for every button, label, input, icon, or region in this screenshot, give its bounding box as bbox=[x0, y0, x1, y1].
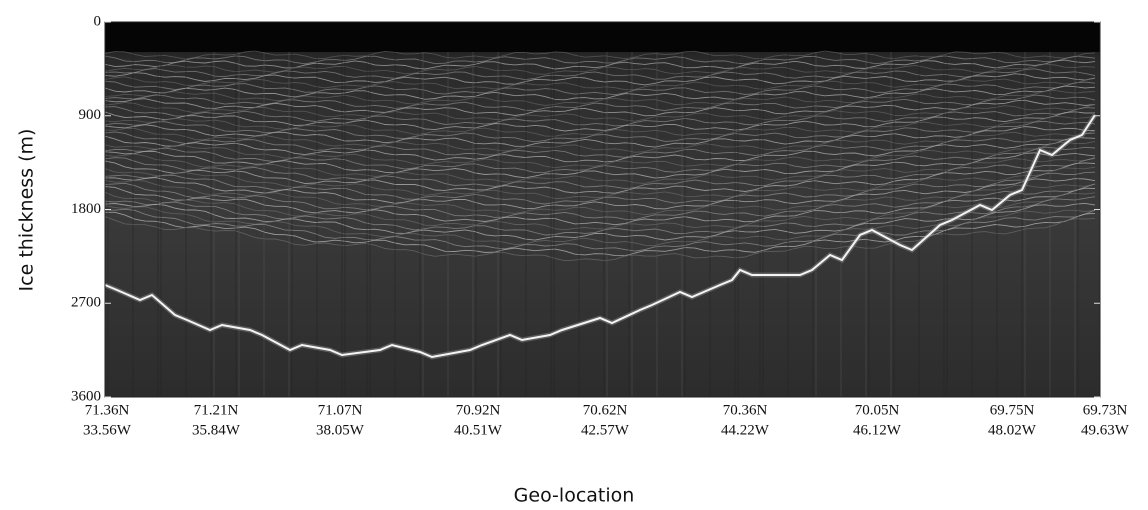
y-axis-title: Ice thickness (m) bbox=[16, 129, 38, 292]
x-axis-title: Geo-location bbox=[514, 485, 635, 507]
x-tick-label: 71.07N bbox=[318, 402, 363, 418]
x-tick-label: 40.51W bbox=[454, 422, 503, 438]
y-tick-label: 900 bbox=[79, 107, 102, 123]
y-tick-label: 1800 bbox=[71, 201, 101, 217]
internal-layer bbox=[104, 157, 1096, 190]
internal-layer bbox=[104, 131, 1096, 158]
internal-layer bbox=[104, 128, 1096, 153]
internal-layer bbox=[104, 177, 1096, 210]
internal-layer bbox=[104, 171, 1096, 205]
internal-layer bbox=[104, 205, 1096, 246]
x-tick-label: 69.73N bbox=[1083, 402, 1128, 418]
y-tick-label: 3600 bbox=[71, 388, 101, 404]
internal-layer bbox=[104, 179, 1096, 216]
x-tick-label: 46.12W bbox=[853, 422, 902, 438]
internal-layer bbox=[104, 94, 1096, 112]
y-tick-label: 2700 bbox=[71, 295, 101, 311]
x-tick-label: 71.21N bbox=[194, 402, 239, 418]
x-tick-label: 33.56W bbox=[83, 422, 132, 438]
internal-layer bbox=[104, 124, 1096, 148]
x-tick-label: 70.05N bbox=[855, 402, 900, 418]
internal-layer bbox=[104, 101, 1096, 122]
echogram bbox=[104, 22, 1100, 397]
echogram-background bbox=[105, 22, 1100, 397]
internal-layer bbox=[104, 55, 1096, 65]
internal-layer bbox=[104, 135, 1096, 163]
internal-layer bbox=[104, 111, 1096, 132]
x-tick-label: 70.62N bbox=[583, 402, 628, 418]
internal-layer bbox=[104, 72, 1096, 86]
x-tick-label: 42.57W bbox=[581, 422, 630, 438]
internal-layer bbox=[104, 182, 1096, 221]
internal-layer bbox=[104, 196, 1096, 236]
y-tick-label: 0 bbox=[94, 13, 102, 29]
internal-layer bbox=[104, 120, 1096, 143]
internal-layer bbox=[104, 166, 1096, 199]
internal-layer bbox=[104, 80, 1096, 96]
x-tick-label: 71.36N bbox=[85, 402, 130, 418]
internal-layer bbox=[104, 141, 1096, 169]
internal-layer bbox=[104, 115, 1096, 137]
x-tick-label: 35.84W bbox=[192, 422, 241, 438]
internal-layer bbox=[104, 76, 1096, 91]
x-tick-label: 44.22W bbox=[721, 422, 770, 438]
bed-reflection bbox=[104, 114, 1096, 359]
internal-layer bbox=[104, 89, 1096, 106]
x-tick-label: 70.92N bbox=[456, 402, 501, 418]
x-tick-label: 48.02W bbox=[988, 422, 1037, 438]
internal-layer bbox=[104, 59, 1096, 70]
internal-layer bbox=[104, 202, 1096, 241]
x-tick-label: 38.05W bbox=[316, 422, 365, 438]
internal-layer bbox=[104, 63, 1096, 75]
internal-layer bbox=[104, 160, 1096, 194]
internal-layer bbox=[104, 68, 1096, 81]
internal-layer bbox=[104, 191, 1096, 231]
internal-layer bbox=[104, 106, 1096, 127]
surface-band bbox=[105, 22, 1100, 52]
internal-layer bbox=[104, 153, 1096, 184]
internal-layer bbox=[104, 98, 1096, 117]
x-tick-label: 69.75N bbox=[990, 402, 1035, 418]
x-tick-label: 49.63W bbox=[1081, 422, 1130, 438]
internal-layer bbox=[104, 50, 1096, 60]
x-tick-label: 70.36N bbox=[723, 402, 768, 418]
internal-layer bbox=[104, 146, 1096, 174]
internal-layer bbox=[104, 186, 1096, 226]
internal-layer bbox=[104, 85, 1096, 101]
internal-layer bbox=[104, 150, 1096, 179]
